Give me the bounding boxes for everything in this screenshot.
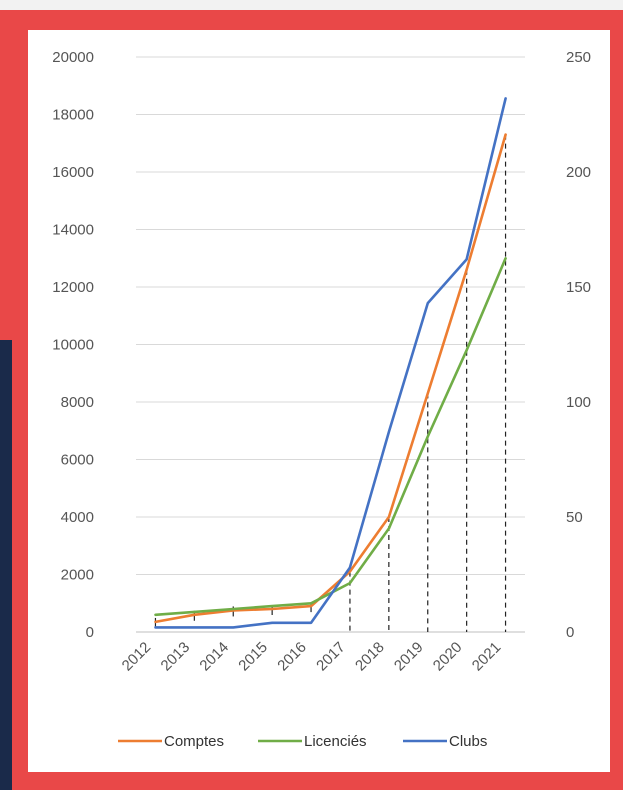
legend-label: Licenciés: [304, 733, 367, 750]
y-left-tick-label: 20000: [52, 49, 94, 66]
x-tick-label: 2021: [469, 639, 505, 675]
x-tick-label: 2013: [158, 639, 194, 675]
x-tick-label: 2019: [391, 639, 427, 675]
grid-lines: [136, 56, 525, 633]
x-tick-label: 2012: [119, 639, 155, 675]
y-left-tick-label: 16000: [52, 164, 94, 181]
x-tick-label: 2020: [430, 639, 466, 675]
y-left-tick-label: 10000: [52, 337, 94, 354]
y-right-tick-label: 250: [566, 49, 591, 66]
y-left-tick-label: 6000: [61, 452, 94, 469]
x-axis: 2012 2013 2014 2015 2016 2017 2018 2019 2020 2021: [119, 639, 505, 675]
series-lines: [154, 97, 507, 629]
y-left-tick-label: 4000: [61, 509, 94, 526]
legend: Comptes Licenciés Clubs: [118, 733, 487, 750]
y-right-ticks: 0 50 100 150 200 250: [566, 49, 591, 641]
y-left-tick-label: 2000: [61, 567, 94, 584]
y-right-tick-label: 100: [566, 394, 591, 411]
y-right-tick-label: 150: [566, 279, 591, 296]
y-right-tick-label: 0: [566, 624, 574, 641]
y-left-tick-label: 12000: [52, 279, 94, 296]
series-line-clubs: [154, 97, 507, 629]
x-tick-label: 2015: [235, 639, 271, 675]
legend-label: Clubs: [449, 733, 487, 750]
side-strip: [0, 340, 12, 790]
y-right-tick-label: 50: [566, 509, 583, 526]
x-tick-label: 2014: [196, 639, 232, 675]
x-tick-label: 2016: [274, 639, 310, 675]
chart-panel: 0 2000 4000 6000 8000 10000 12000 14000 16000 180…: [28, 30, 610, 772]
x-tick-label: 2018: [352, 639, 388, 675]
y-left-tick-label: 14000: [52, 222, 94, 239]
line-chart: 0200040006000800010000120001400016000180…: [52, 49, 591, 750]
y-left-tick-label: 8000: [61, 394, 94, 411]
legend-label: Comptes: [164, 733, 224, 750]
y-left-tick-label: 18000: [52, 107, 94, 124]
series-line-comptes: [154, 133, 507, 624]
top-strip: [0, 0, 623, 10]
y-right-tick-label: 200: [566, 164, 591, 181]
x-tick-label: 2017: [313, 639, 349, 675]
y-left-ticks: 0 2000 4000 6000 8000 10000 12000 14000 16000 180…: [52, 49, 94, 641]
y-left-tick-label: 0: [86, 624, 94, 641]
